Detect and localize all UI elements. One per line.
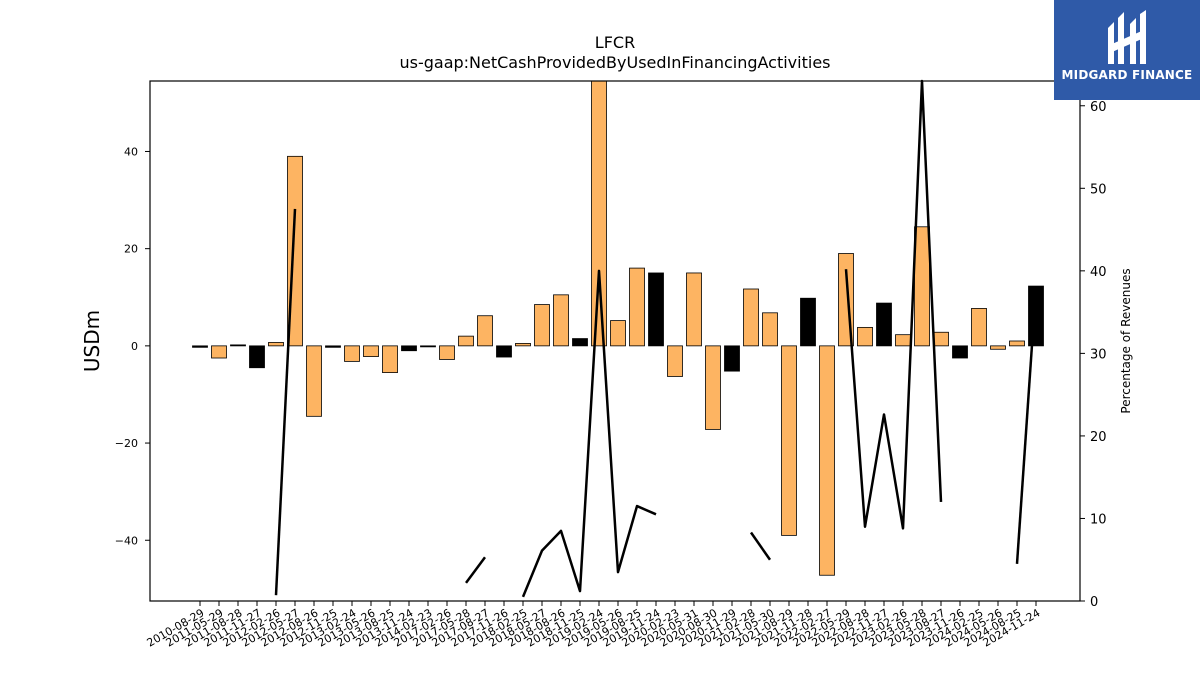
bar-2021-05-30 xyxy=(762,312,778,347)
x-axis: 2010-08-292011-05-292011-08-282011-11-27… xyxy=(145,601,1043,650)
y2-tick-label: 20 xyxy=(1090,430,1107,445)
bar-2010-08-29 xyxy=(192,345,208,348)
bar-2018-02-25 xyxy=(515,343,531,347)
bar-2020-11-29 xyxy=(724,345,740,372)
bar-2012-08-26 xyxy=(306,345,322,417)
y2-tick-label: 50 xyxy=(1090,182,1107,197)
bar-2021-08-29 xyxy=(781,345,797,536)
bar-2021-11-28 xyxy=(800,297,816,347)
bars xyxy=(192,80,1044,576)
y2-tick-label: 10 xyxy=(1090,512,1107,527)
y-tick-label: −20 xyxy=(115,437,138,450)
bar-2018-08-26 xyxy=(553,294,569,347)
bar-2013-02-24 xyxy=(344,345,360,362)
pct-line-segment xyxy=(1015,286,1038,564)
y-tick-label: −40 xyxy=(115,534,138,547)
y2-axis: 0 10 20 30 40 50 60 xyxy=(1080,100,1107,610)
pct-line-segment xyxy=(274,208,297,596)
bar-2019-02-24 xyxy=(591,80,607,347)
bar-2023-02-26 xyxy=(895,334,911,347)
bar-2013-05-26 xyxy=(363,345,379,357)
bar-2013-11-24 xyxy=(401,345,417,352)
pct-line-segment xyxy=(844,79,943,530)
bar-2017-11-26 xyxy=(496,345,512,358)
y-tick-label: 40 xyxy=(124,145,138,158)
bar-2022-08-28 xyxy=(857,326,873,347)
bar-2013-08-25 xyxy=(382,345,398,373)
bar-2024-08-25 xyxy=(1009,340,1025,347)
y2-axis-label: Percentage of Revenues xyxy=(1119,268,1133,413)
bar-2011-11-27 xyxy=(249,345,265,369)
bar-2017-05-28 xyxy=(458,335,474,347)
chart-title: LFCR xyxy=(595,33,635,52)
bar-2020-02-23 xyxy=(667,345,683,377)
bar-2017-02-26 xyxy=(439,345,455,360)
y-tick-label: 20 xyxy=(124,243,138,256)
bar-2012-02-26 xyxy=(268,342,284,347)
pct-line-segment xyxy=(464,556,487,584)
y-axis: −40 −20 0 20 40 xyxy=(115,145,150,547)
pct-line-segment xyxy=(521,269,657,598)
y-tick-label: 0 xyxy=(131,340,138,353)
y2-tick-label: 30 xyxy=(1090,347,1107,362)
bar-2022-02-27 xyxy=(819,345,835,576)
plot-frame xyxy=(149,80,1081,602)
y2-tick-label: 60 xyxy=(1090,100,1107,115)
chart-subtitle: us-gaap:NetCashProvidedByUsedInFinancing… xyxy=(399,53,830,72)
bar-2024-05-26 xyxy=(990,345,1006,350)
y2-tick-label: 40 xyxy=(1090,265,1107,280)
bar-2018-05-27 xyxy=(534,304,550,347)
bar-2012-11-25 xyxy=(325,345,341,348)
bar-2018-11-25 xyxy=(572,338,588,347)
bar-2024-02-25 xyxy=(971,308,987,347)
bar-2011-05-29 xyxy=(211,345,227,359)
bar-2020-05-31 xyxy=(686,272,702,347)
y-axis-label: USDm xyxy=(80,310,104,372)
bar-2023-05-28 xyxy=(914,226,930,347)
bar-2022-11-27 xyxy=(876,302,892,347)
bar-2023-11-26 xyxy=(952,345,968,359)
bar-2011-08-28 xyxy=(230,344,246,347)
bar-2019-11-24 xyxy=(648,272,664,347)
pct-line-segment xyxy=(749,531,772,561)
bar-2014-02-23 xyxy=(420,345,436,348)
bar-2023-08-27 xyxy=(933,331,949,347)
pct-line xyxy=(274,79,1038,598)
bar-2019-08-25 xyxy=(629,267,645,347)
logo-text: MIDGARD FINANCE xyxy=(1061,68,1193,82)
midgard-finance-logo: MIDGARD FINANCE xyxy=(1054,0,1200,100)
bar-2017-08-27 xyxy=(477,315,493,347)
bar-2019-05-26 xyxy=(610,320,626,347)
y2-tick-label: 0 xyxy=(1090,595,1098,610)
bar-2020-08-30 xyxy=(705,345,721,430)
logo-mark-icon xyxy=(1108,10,1146,64)
bar-2021-02-28 xyxy=(743,288,759,347)
